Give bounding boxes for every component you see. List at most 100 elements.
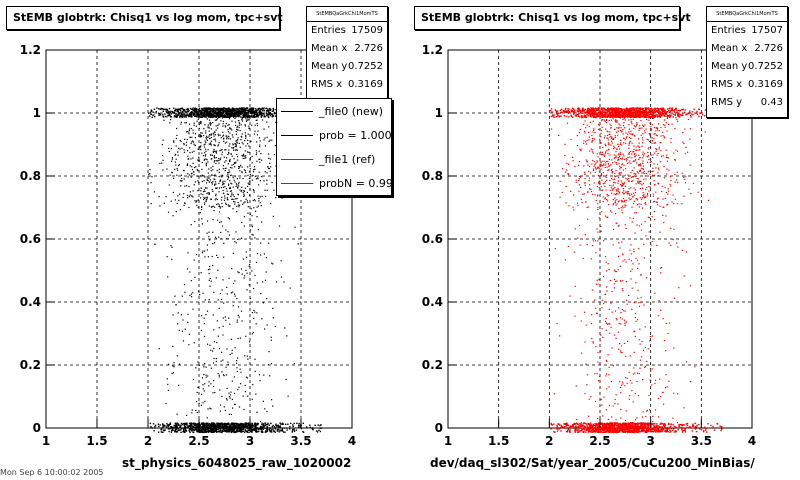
data-point bbox=[181, 116, 183, 118]
data-point bbox=[225, 113, 228, 116]
data-point bbox=[189, 113, 191, 115]
data-point bbox=[187, 107, 189, 110]
data-point bbox=[590, 431, 592, 433]
data-point bbox=[236, 205, 238, 207]
data-point bbox=[251, 427, 253, 429]
data-point bbox=[162, 139, 164, 141]
data-point bbox=[215, 430, 217, 432]
data-point bbox=[213, 144, 215, 146]
data-point bbox=[253, 113, 255, 115]
data-point bbox=[221, 422, 223, 424]
data-point bbox=[228, 169, 230, 171]
data-point bbox=[207, 108, 209, 111]
data-point bbox=[237, 120, 240, 122]
data-point bbox=[627, 110, 629, 113]
data-point bbox=[188, 422, 191, 425]
data-point bbox=[214, 179, 216, 181]
data-point bbox=[191, 296, 193, 298]
data-point bbox=[611, 429, 613, 431]
data-point bbox=[187, 108, 189, 111]
data-point bbox=[212, 169, 214, 171]
data-point bbox=[569, 430, 571, 433]
data-point bbox=[564, 426, 566, 428]
data-point bbox=[170, 200, 172, 202]
data-point bbox=[253, 199, 256, 201]
data-point bbox=[567, 428, 569, 430]
data-point bbox=[201, 208, 203, 211]
data-point bbox=[206, 244, 208, 246]
data-point bbox=[215, 277, 217, 279]
data-point bbox=[202, 425, 204, 427]
data-point bbox=[235, 185, 237, 187]
data-point bbox=[190, 114, 193, 116]
data-point bbox=[237, 427, 240, 429]
data-point bbox=[658, 112, 660, 114]
data-point bbox=[262, 113, 264, 115]
data-point bbox=[215, 116, 218, 118]
data-point bbox=[177, 195, 179, 197]
data-point bbox=[235, 140, 237, 142]
data-point bbox=[222, 430, 224, 432]
data-point bbox=[200, 175, 202, 177]
data-point bbox=[249, 428, 251, 431]
data-point bbox=[214, 116, 216, 118]
data-point bbox=[616, 431, 619, 433]
data-point bbox=[209, 239, 211, 241]
data-point bbox=[200, 404, 202, 406]
data-point bbox=[562, 109, 565, 112]
data-point bbox=[643, 109, 646, 112]
data-point bbox=[278, 225, 281, 227]
data-point bbox=[658, 113, 660, 115]
data-point bbox=[567, 112, 569, 114]
data-point bbox=[621, 113, 623, 115]
data-point bbox=[226, 113, 229, 115]
data-point bbox=[221, 206, 223, 208]
data-point bbox=[220, 108, 222, 110]
data-point bbox=[210, 115, 212, 117]
data-point bbox=[579, 111, 582, 113]
data-point bbox=[178, 329, 180, 331]
data-point bbox=[208, 427, 210, 429]
data-point bbox=[211, 154, 213, 156]
data-point bbox=[238, 386, 240, 388]
data-point bbox=[603, 107, 605, 109]
data-point bbox=[618, 111, 620, 114]
data-point bbox=[214, 144, 216, 147]
data-point bbox=[210, 424, 212, 426]
data-point bbox=[248, 116, 250, 118]
data-point bbox=[261, 318, 263, 320]
data-point bbox=[239, 113, 242, 116]
data-point bbox=[213, 178, 215, 180]
data-point bbox=[249, 213, 251, 215]
data-point bbox=[212, 219, 214, 221]
data-point bbox=[269, 170, 271, 172]
data-point bbox=[648, 110, 650, 112]
data-point bbox=[655, 431, 657, 433]
data-point bbox=[243, 427, 245, 429]
data-point bbox=[632, 114, 634, 116]
data-point bbox=[610, 431, 612, 433]
data-point bbox=[239, 430, 242, 432]
data-point bbox=[175, 115, 177, 118]
data-point bbox=[231, 192, 233, 194]
data-point bbox=[628, 422, 630, 424]
data-point bbox=[247, 424, 249, 426]
data-point bbox=[245, 427, 247, 429]
data-point bbox=[198, 212, 200, 214]
data-point bbox=[223, 115, 225, 117]
data-point bbox=[242, 428, 244, 430]
data-point bbox=[295, 429, 298, 431]
data-point bbox=[198, 123, 200, 126]
data-point bbox=[253, 133, 256, 135]
data-point bbox=[659, 431, 661, 433]
data-point bbox=[595, 427, 597, 429]
data-point bbox=[189, 165, 191, 167]
data-point bbox=[229, 187, 231, 189]
data-point bbox=[174, 154, 176, 156]
data-point bbox=[205, 314, 207, 316]
data-point bbox=[254, 274, 256, 277]
data-point bbox=[247, 182, 249, 184]
data-point bbox=[203, 111, 206, 113]
data-point bbox=[258, 114, 260, 116]
data-point bbox=[260, 242, 262, 244]
